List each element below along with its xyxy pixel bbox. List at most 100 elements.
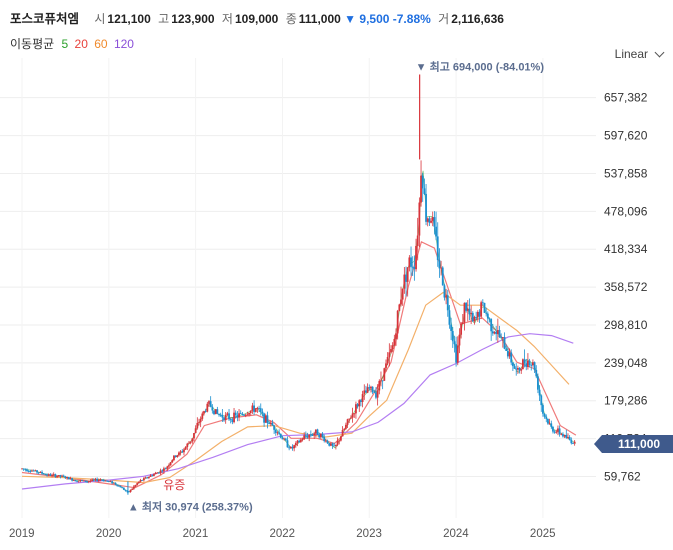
candle-body xyxy=(24,469,27,470)
candle-body xyxy=(154,472,157,475)
candle-body xyxy=(218,413,220,415)
candle-body xyxy=(309,434,312,436)
candle-body xyxy=(171,460,174,463)
candle-body xyxy=(333,445,336,447)
candle-body xyxy=(303,435,306,440)
candle-body xyxy=(547,418,549,424)
low-annotation: ▲ 최저 30,974 (258.37%) xyxy=(128,500,253,514)
candle-body xyxy=(258,407,260,409)
scale-label: Linear xyxy=(614,47,648,61)
candle-body xyxy=(326,440,329,444)
y-tick-label: 239,048 xyxy=(604,356,648,370)
candle-body xyxy=(66,476,68,479)
candle-body xyxy=(289,446,292,449)
candle-body xyxy=(370,386,372,389)
candle-body xyxy=(371,386,374,393)
candle-body xyxy=(423,188,426,194)
candle-body xyxy=(178,452,180,456)
candle-body xyxy=(428,218,431,223)
candle-body xyxy=(234,412,237,416)
x-tick-label: 2020 xyxy=(96,528,122,540)
candle-body xyxy=(356,404,359,407)
candle-body xyxy=(568,437,571,440)
candle-body xyxy=(528,360,531,365)
candle-body xyxy=(141,479,144,481)
x-tick-label: 2021 xyxy=(183,528,209,540)
candle-body xyxy=(495,331,498,335)
volume-label: 거 xyxy=(438,12,450,26)
ma-5-legend: 5 xyxy=(61,37,69,51)
y-tick-label: 597,620 xyxy=(604,129,648,143)
moving-average-legend[interactable]: 이동평균 5 20 60 120 xyxy=(10,35,137,52)
candle-body xyxy=(386,357,389,364)
candle-body xyxy=(92,479,95,481)
candle-body xyxy=(219,414,222,416)
ma-20-legend: 20 xyxy=(74,37,88,51)
candle-body xyxy=(306,436,309,438)
open-label: 시 xyxy=(94,12,106,26)
candle-body xyxy=(513,366,516,369)
candle-body xyxy=(102,480,105,482)
scale-toggle[interactable]: Linear xyxy=(614,47,665,61)
candle-body xyxy=(515,368,518,370)
candle-body xyxy=(336,441,339,445)
candle-body xyxy=(279,433,282,438)
candle-body xyxy=(284,438,287,441)
candle-body xyxy=(361,394,364,402)
candle-body xyxy=(323,436,326,442)
candle-body xyxy=(565,434,568,438)
candle-body xyxy=(276,432,279,434)
candle-body xyxy=(209,401,212,407)
moving-average-label: 이동평균 xyxy=(10,37,55,51)
current-price-label: 111,000 xyxy=(618,437,660,451)
candle-body xyxy=(493,331,496,334)
candle-body xyxy=(221,414,224,418)
candle-body xyxy=(353,413,356,415)
y-tick-label: 179,286 xyxy=(604,394,648,408)
candle-body xyxy=(151,475,154,477)
candle-body xyxy=(481,302,484,304)
candle-body xyxy=(368,387,371,389)
candle-body xyxy=(224,414,227,421)
candle-body xyxy=(261,411,264,414)
ma-line-ma20 xyxy=(21,240,577,489)
candle-body xyxy=(99,479,102,481)
candle-body xyxy=(393,338,396,346)
candle-body xyxy=(126,490,129,492)
candle-body xyxy=(433,217,436,227)
candle-body xyxy=(271,422,274,426)
low-value: 109,000 xyxy=(234,12,279,26)
candle-body xyxy=(36,470,38,473)
candle-body xyxy=(149,475,152,477)
candle-body xyxy=(473,317,476,322)
candle-body xyxy=(453,341,456,345)
x-tick-label: 2019 xyxy=(9,528,35,540)
candle-body xyxy=(388,352,391,358)
annotations: ▼ 최고 694,000 (-84.01%) ▲ 최저 30,974 (258.… xyxy=(128,59,544,513)
candle-body xyxy=(112,482,115,484)
candle-body xyxy=(350,417,352,419)
y-tick-label: 478,096 xyxy=(604,204,648,218)
candle-body xyxy=(263,413,265,423)
candle-body xyxy=(475,317,478,318)
candle-body xyxy=(89,480,92,482)
candle-body xyxy=(351,413,354,418)
candle-body xyxy=(355,404,357,414)
candle-body xyxy=(82,480,85,482)
candle-body xyxy=(313,433,316,436)
candle-body xyxy=(214,409,217,415)
candle-body xyxy=(478,311,481,317)
candle-body xyxy=(259,408,262,412)
candle-body xyxy=(555,431,558,433)
candle-body xyxy=(508,352,511,357)
candle-body xyxy=(415,245,417,270)
candle-body xyxy=(109,481,112,483)
candle-body xyxy=(340,436,342,441)
candle-body xyxy=(396,310,399,334)
candle-body xyxy=(274,429,277,433)
candle-body xyxy=(236,415,239,418)
candle-body xyxy=(348,418,351,420)
candle-body xyxy=(491,331,494,334)
candle-body xyxy=(458,334,461,346)
